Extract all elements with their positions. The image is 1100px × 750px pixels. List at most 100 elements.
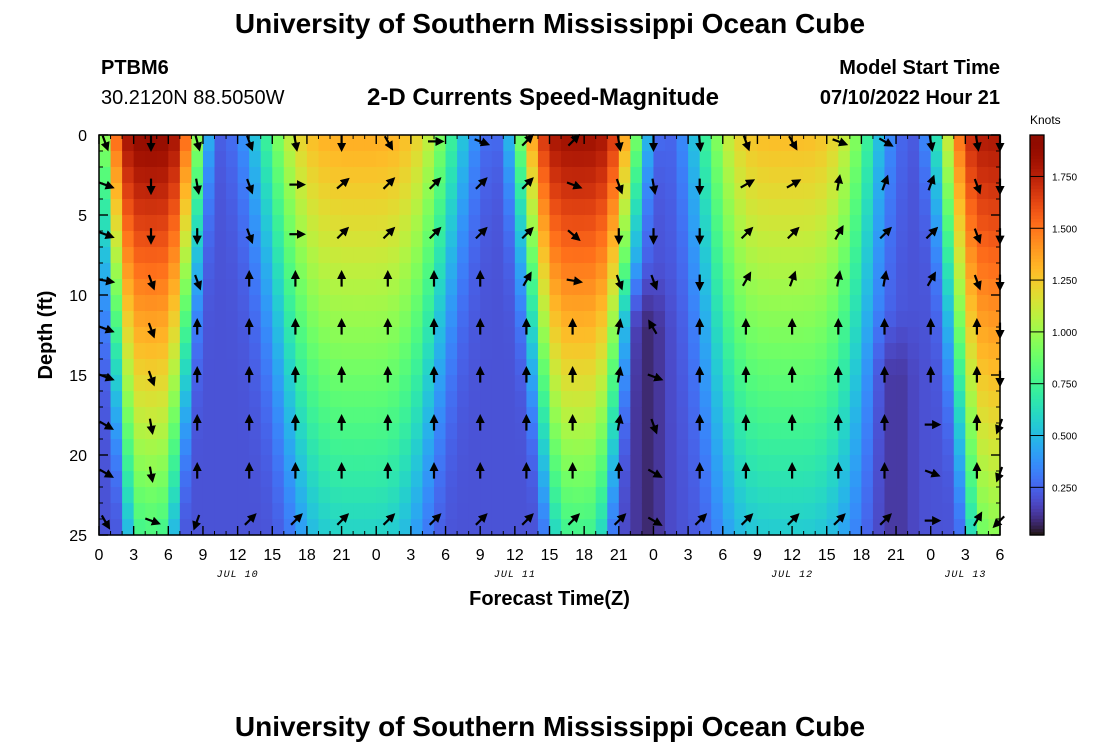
colorbar-swatch <box>1030 361 1044 366</box>
heatmap-cell <box>410 167 424 184</box>
heatmap-cell <box>330 343 343 360</box>
heatmap-cell <box>214 311 227 328</box>
heatmap-cell <box>734 311 747 328</box>
x-axis-label: Forecast Time(Z) <box>469 588 630 610</box>
heatmap-cell <box>353 359 366 376</box>
heatmap-cell <box>387 311 400 328</box>
heatmap-cell <box>145 487 158 504</box>
heatmap-cell <box>330 135 343 152</box>
heatmap-cell <box>561 295 574 312</box>
colorbar-swatch <box>1030 335 1044 339</box>
heatmap-cell <box>630 503 643 520</box>
colorbar-swatch <box>1030 495 1044 499</box>
heatmap-cell <box>283 391 296 408</box>
heatmap-cell <box>410 455 424 472</box>
heatmap-cell <box>630 167 643 184</box>
heatmap-cell <box>676 439 689 456</box>
heatmap-cell <box>930 311 943 328</box>
heatmap-cell <box>168 519 181 536</box>
colorbar-swatch <box>1030 211 1044 216</box>
heatmap-cell <box>537 295 551 312</box>
heatmap-cell <box>768 519 782 536</box>
heatmap-cell <box>226 151 239 168</box>
heatmap-cell <box>179 183 193 200</box>
heatmap-cell <box>226 487 239 504</box>
heatmap-cell <box>422 359 435 376</box>
heatmap-cell <box>330 487 343 504</box>
heatmap-cell <box>872 199 886 216</box>
heatmap-cell <box>457 391 470 408</box>
heatmap-cell <box>237 375 250 392</box>
heatmap-cell <box>526 295 539 312</box>
x-tick-label: 18 <box>852 547 870 564</box>
heatmap-cell <box>711 327 724 344</box>
heatmap-cell <box>445 183 458 200</box>
heatmap-cell <box>988 391 1001 408</box>
heatmap-cell <box>237 311 250 328</box>
current-arrow <box>566 276 584 286</box>
heatmap-cell <box>156 487 169 504</box>
heatmap-cell <box>872 471 886 488</box>
heatmap-cell <box>838 503 851 520</box>
heatmap-cell <box>907 151 920 168</box>
current-arrow <box>428 226 442 240</box>
heatmap-cell <box>133 135 146 152</box>
heatmap-cell <box>249 423 262 440</box>
heatmap-cell <box>768 151 782 168</box>
heatmap-cell <box>838 375 851 392</box>
heatmap-cell <box>249 359 262 376</box>
heatmap-cell <box>584 231 597 248</box>
heatmap-cell <box>722 375 735 392</box>
heatmap-cell <box>942 151 955 168</box>
heatmap-cell <box>318 311 331 328</box>
heatmap-cell <box>410 279 424 296</box>
heatmap-cell <box>514 391 527 408</box>
heatmap-cell <box>514 167 527 184</box>
heatmap-cell <box>942 215 955 232</box>
heatmap-cell <box>919 519 932 536</box>
heatmap-cell <box>872 247 886 264</box>
heatmap-cell <box>457 423 470 440</box>
heatmap-cell <box>549 471 562 488</box>
heatmap-cell <box>353 407 366 424</box>
x-tick-label: 9 <box>476 547 485 564</box>
heatmap-cell <box>99 247 112 264</box>
heatmap-cell <box>872 423 886 440</box>
heatmap-cell <box>849 487 862 504</box>
heatmap-cell <box>410 423 424 440</box>
heatmap-cell <box>780 343 793 360</box>
heatmap-cell <box>745 519 759 536</box>
colorbar-swatch <box>1030 341 1044 346</box>
heatmap-cell <box>226 135 239 152</box>
heatmap-cell <box>491 519 504 536</box>
heatmap-cell <box>249 519 262 536</box>
heatmap-cell <box>376 455 389 472</box>
heatmap-cell <box>410 151 424 168</box>
current-arrow <box>192 514 202 531</box>
heatmap-cell <box>457 359 470 376</box>
heatmap-cell <box>676 311 689 328</box>
heatmap-cell <box>803 199 816 216</box>
heatmap-cell <box>711 455 724 472</box>
heatmap-cell <box>330 311 343 328</box>
heatmap-cell <box>676 471 689 488</box>
colorbar-tick-label: 0.750 <box>1052 380 1077 391</box>
x-tick-label: 21 <box>333 547 351 564</box>
heatmap-cell <box>965 359 978 376</box>
heatmap-cell <box>607 327 620 344</box>
heatmap-cell <box>653 343 666 360</box>
heatmap-cell <box>480 247 493 264</box>
heatmap-cell <box>491 423 504 440</box>
heatmap-cell <box>226 471 239 488</box>
heatmap-cell <box>688 343 701 360</box>
current-arrow <box>192 178 202 196</box>
current-arrow <box>833 270 844 287</box>
heatmap-cell <box>399 263 412 280</box>
heatmap-cell <box>930 487 943 504</box>
heatmap-cell <box>457 215 470 232</box>
heatmap-cell <box>965 439 978 456</box>
heatmap-cell <box>468 327 481 344</box>
heatmap-cell <box>711 503 724 520</box>
heatmap-cell <box>99 487 112 504</box>
heatmap-cell <box>849 391 862 408</box>
